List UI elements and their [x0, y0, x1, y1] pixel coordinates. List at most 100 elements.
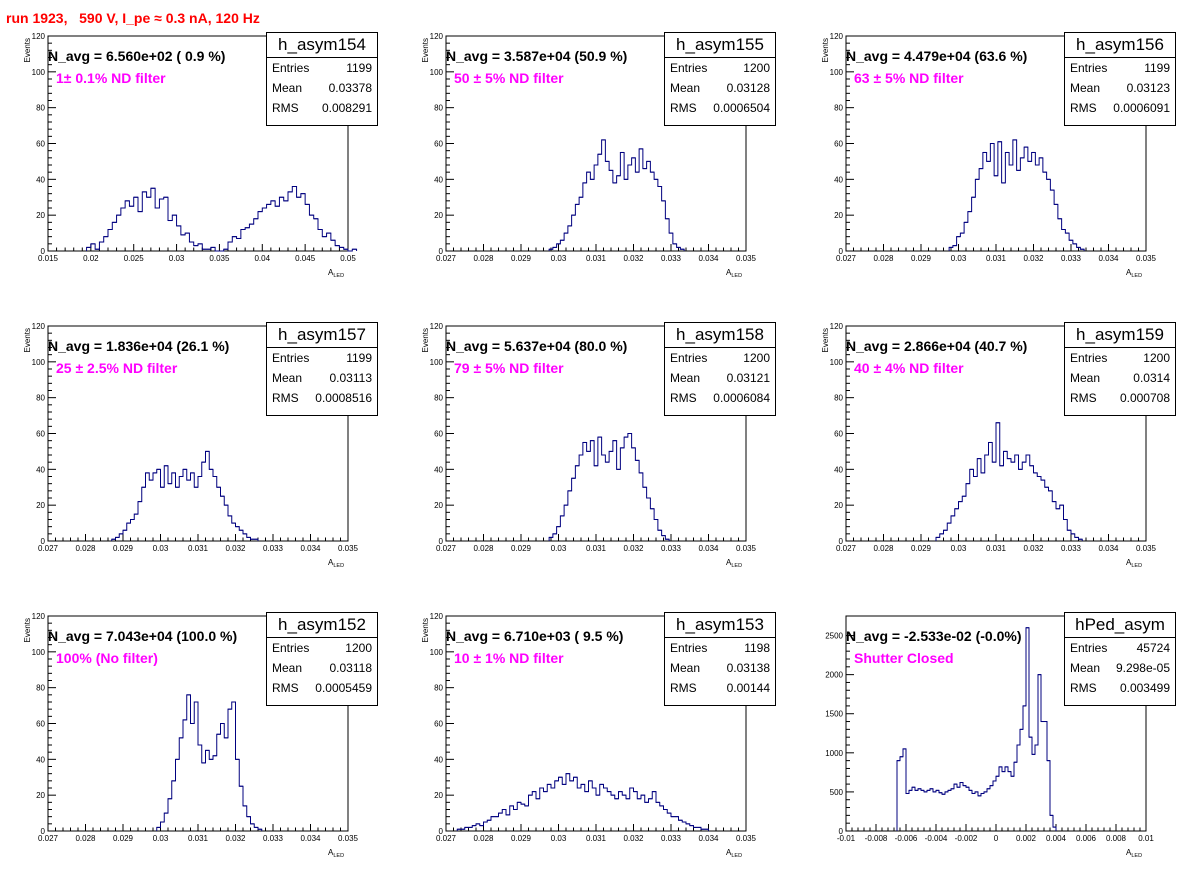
- y-tick-label: 80: [834, 394, 843, 403]
- stats-entries-value: 1200: [743, 61, 770, 75]
- stats-mean-row: Mean 0.03113: [267, 368, 377, 388]
- y-tick-label: 100: [830, 68, 844, 77]
- y-tick-label: 2000: [825, 671, 843, 680]
- x-tick-label: 0.032: [623, 834, 644, 843]
- stats-rms-label: RMS: [272, 681, 299, 695]
- x-tick-label: 0.029: [511, 834, 532, 843]
- x-tick-label: 0.03: [551, 254, 567, 263]
- x-axis-label: ALED: [1126, 558, 1142, 569]
- x-tick-label: 0.029: [511, 254, 532, 263]
- stats-entries-label: Entries: [272, 61, 310, 75]
- y-tick-label: 40: [834, 175, 843, 184]
- y-tick-label: 80: [434, 394, 443, 403]
- x-tick-label: 0.031: [188, 544, 209, 553]
- stats-box: h_asym157 Entries 1199 Mean 0.03113 RMS 0.0008…: [266, 322, 378, 416]
- x-tick-label: 0.004: [1046, 834, 1067, 843]
- stats-box: hPed_asym Entries 45724 Mean 9.298e-05 RMS 0.0…: [1064, 612, 1176, 706]
- y-tick-label: 80: [834, 104, 843, 113]
- x-tick-label: 0.031: [986, 254, 1007, 263]
- stats-mean-value: 0.03378: [328, 81, 372, 95]
- x-tick-label: 0.033: [1061, 544, 1082, 553]
- x-tick-label: 0.015: [38, 254, 59, 263]
- stats-entries-row: Entries 1198: [665, 638, 775, 658]
- stats-entries-value: 1200: [1143, 351, 1170, 365]
- histogram-pad: 0.027 0.028 0.029 0.03 0.031 0.032 0.033 0.034 0…: [0, 598, 398, 888]
- x-tick-label: 0.04: [254, 254, 270, 263]
- y-tick-label: 0: [439, 537, 444, 546]
- stats-mean-row: Mean 0.03378: [267, 78, 377, 98]
- x-tick-label: 0.031: [188, 834, 209, 843]
- x-tick-label: 0.032: [1023, 254, 1044, 263]
- x-tick-label: 0.03: [153, 544, 169, 553]
- x-tick-label: 0.03: [951, 544, 967, 553]
- x-tick-label: -0.008: [865, 834, 888, 843]
- stats-entries-label: Entries: [670, 61, 708, 75]
- n-avg-label: N_avg = 5.637e+04 (80.0 %): [446, 338, 628, 354]
- x-tick-label: 0.035: [736, 254, 757, 263]
- histogram-series: [111, 450, 259, 541]
- x-tick-label: 0.03: [551, 834, 567, 843]
- stats-entries-value: 45724: [1136, 641, 1170, 655]
- y-tick-label: 0: [41, 537, 46, 546]
- x-tick-label: -0.004: [925, 834, 948, 843]
- y-tick-label: 0: [839, 247, 844, 256]
- stats-mean-label: Mean: [272, 661, 303, 675]
- x-tick-label: 0.05: [340, 254, 356, 263]
- x-tick-label: 0.035: [736, 834, 757, 843]
- stats-rms-label: RMS: [1070, 101, 1097, 115]
- stats-mean-label: Mean: [670, 371, 701, 385]
- y-tick-label: 120: [830, 322, 844, 331]
- y-tick-label: 0: [41, 247, 46, 256]
- histogram-series: [948, 139, 1085, 251]
- filter-annotation: 25 ± 2.5% ND filter: [56, 360, 178, 376]
- y-tick-label: 100: [32, 358, 46, 367]
- stats-entries-label: Entries: [272, 351, 310, 365]
- stats-rms-row: RMS 0.008291: [267, 98, 377, 118]
- stats-rms-row: RMS 0.000708: [1065, 388, 1175, 408]
- x-tick-label: 0.029: [511, 544, 532, 553]
- x-tick-label: 0.02: [83, 254, 99, 263]
- y-tick-label: 80: [434, 684, 443, 693]
- x-axis-label: ALED: [328, 558, 344, 569]
- y-tick-label: 20: [36, 791, 45, 800]
- stats-mean-row: Mean 0.03121: [665, 368, 775, 388]
- y-tick-label: 120: [830, 32, 844, 41]
- stats-entries-row: Entries 1199: [1065, 58, 1175, 78]
- x-tick-label: 0.033: [661, 834, 682, 843]
- stats-mean-value: 9.298e-05: [1115, 661, 1170, 675]
- stats-rms-value: 0.008291: [321, 101, 372, 115]
- stats-mean-row: Mean 0.03138: [665, 658, 775, 678]
- x-tick-label: 0.034: [698, 544, 719, 553]
- x-tick-label: 0.028: [873, 254, 894, 263]
- y-tick-label: 40: [36, 755, 45, 764]
- stats-entries-label: Entries: [670, 351, 708, 365]
- stats-entries-value: 1200: [743, 351, 770, 365]
- n-avg-label: N_avg = 7.043e+04 (100.0 %): [48, 628, 238, 644]
- stats-mean-label: Mean: [670, 661, 701, 675]
- x-tick-label: -0.002: [955, 834, 978, 843]
- stats-box: h_asym152 Entries 1200 Mean 0.03118 RMS 0.0005…: [266, 612, 378, 706]
- x-tick-label: 0.028: [873, 544, 894, 553]
- filter-annotation: 1± 0.1% ND filter: [56, 70, 166, 86]
- stats-rms-row: RMS 0.00144: [665, 678, 775, 698]
- y-tick-label: 1500: [825, 710, 843, 719]
- x-tick-label: 0.033: [1061, 254, 1082, 263]
- y-tick-label: 40: [434, 755, 443, 764]
- x-tick-label: 0.027: [836, 544, 857, 553]
- n-avg-label: N_avg = -2.533e-02 (-0.0%): [846, 628, 1022, 644]
- histogram-name: h_asym157: [267, 323, 377, 348]
- filter-annotation: 40 ± 4% ND filter: [854, 360, 964, 376]
- histogram-plot: 0.027 0.028 0.029 0.03 0.031 0.032 0.033 0.034 0…: [821, 32, 1157, 279]
- stats-entries-row: Entries 1200: [267, 638, 377, 658]
- x-axis-label: ALED: [328, 268, 344, 279]
- stats-mean-value: 0.03118: [329, 661, 373, 675]
- histogram-plot: 0.027 0.028 0.029 0.03 0.031 0.032 0.033 0.034 0…: [421, 32, 757, 279]
- y-tick-label: 20: [834, 501, 843, 510]
- y-tick-label: 0: [439, 247, 444, 256]
- x-axis-label: ALED: [726, 268, 742, 279]
- x-tick-label: 0.035: [338, 544, 359, 553]
- x-tick-label: 0.031: [986, 544, 1007, 553]
- x-tick-label: 0.035: [209, 254, 230, 263]
- stats-entries-row: Entries 1200: [665, 58, 775, 78]
- stats-entries-value: 1199: [346, 61, 372, 75]
